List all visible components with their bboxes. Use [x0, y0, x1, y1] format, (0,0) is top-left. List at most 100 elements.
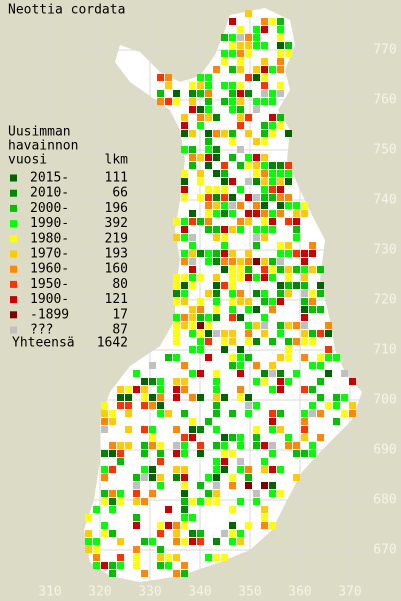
observation-square	[253, 378, 260, 385]
north-label: 700	[373, 393, 396, 408]
observation-square	[261, 66, 268, 73]
observation-square	[301, 410, 308, 417]
observation-square	[229, 18, 236, 25]
legend-swatch	[10, 220, 17, 228]
observation-square	[189, 210, 196, 217]
observation-square	[213, 146, 220, 153]
observation-square	[333, 394, 340, 401]
observation-square	[269, 418, 276, 425]
observation-square	[293, 442, 300, 449]
observation-square	[109, 466, 116, 473]
observation-square	[277, 114, 284, 121]
observation-square	[181, 282, 188, 289]
observation-square	[109, 418, 116, 425]
observation-square	[269, 274, 276, 281]
observation-square	[301, 330, 308, 337]
observation-square	[237, 314, 244, 321]
observation-square	[237, 66, 244, 73]
observation-square	[237, 50, 244, 57]
observation-square	[181, 410, 188, 417]
observation-square	[173, 530, 180, 537]
observation-square	[197, 170, 204, 177]
observation-square	[229, 410, 236, 417]
observation-square	[317, 362, 324, 369]
observation-square	[237, 434, 244, 441]
observation-square	[221, 554, 228, 561]
observation-square	[229, 482, 236, 489]
observation-square	[229, 90, 236, 97]
observation-square	[141, 426, 148, 433]
observation-square	[197, 298, 204, 305]
observation-square	[349, 378, 356, 385]
observation-square	[253, 290, 260, 297]
observation-square	[293, 250, 300, 257]
observation-square	[269, 490, 276, 497]
legend-label: ???	[30, 323, 53, 338]
observation-square	[325, 354, 332, 361]
observation-square	[245, 410, 252, 417]
observation-square	[253, 26, 260, 33]
observation-square	[229, 34, 236, 41]
observation-square	[277, 242, 284, 249]
observation-square	[269, 226, 276, 233]
observation-square	[221, 234, 228, 241]
observation-square	[245, 250, 252, 257]
observation-square	[325, 346, 332, 353]
observation-square	[245, 154, 252, 161]
observation-square	[197, 122, 204, 129]
observation-square	[309, 298, 316, 305]
observation-square	[261, 514, 268, 521]
observation-square	[277, 210, 284, 217]
observation-square	[237, 274, 244, 281]
observation-square	[245, 90, 252, 97]
observation-square	[229, 298, 236, 305]
observation-square	[213, 314, 220, 321]
observation-square	[309, 362, 316, 369]
observation-square	[181, 482, 188, 489]
observation-square	[189, 82, 196, 89]
observation-square	[181, 130, 188, 137]
observation-square	[101, 498, 108, 505]
observation-square	[205, 250, 212, 257]
observation-square	[301, 258, 308, 265]
observation-square	[269, 426, 276, 433]
observation-square	[245, 130, 252, 137]
observation-square	[277, 258, 284, 265]
observation-square	[181, 186, 188, 193]
observation-square	[133, 498, 140, 505]
observation-square	[229, 522, 236, 529]
observation-square	[253, 202, 260, 209]
observation-square	[285, 130, 292, 137]
observation-square	[333, 402, 340, 409]
observation-square	[317, 434, 324, 441]
observation-square	[117, 538, 124, 545]
observation-square	[253, 234, 260, 241]
observation-square	[229, 178, 236, 185]
observation-square	[269, 98, 276, 105]
observation-square	[173, 466, 180, 473]
observation-square	[117, 458, 124, 465]
legend-label: 2010-	[30, 186, 69, 201]
observation-square	[269, 370, 276, 377]
observation-square	[109, 410, 116, 417]
observation-square	[261, 178, 268, 185]
east-label: 320	[88, 585, 111, 600]
observation-square	[205, 498, 212, 505]
observation-square	[269, 362, 276, 369]
observation-square	[237, 370, 244, 377]
observation-square	[237, 498, 244, 505]
observation-square	[117, 402, 124, 409]
observation-square	[205, 130, 212, 137]
observation-square	[221, 466, 228, 473]
observation-square	[229, 538, 236, 545]
observation-square	[237, 106, 244, 113]
observation-square	[197, 530, 204, 537]
observation-square	[213, 386, 220, 393]
observation-square	[173, 474, 180, 481]
observation-square	[173, 442, 180, 449]
observation-square	[205, 258, 212, 265]
observation-square	[229, 210, 236, 217]
observation-square	[269, 442, 276, 449]
observation-square	[221, 530, 228, 537]
